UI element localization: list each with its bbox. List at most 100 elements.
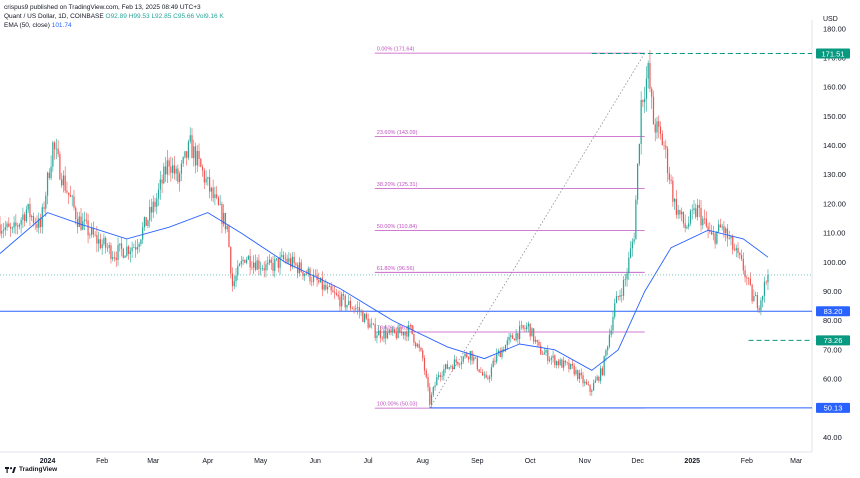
- candle-body: [637, 163, 639, 200]
- candle-body: [497, 350, 500, 354]
- candle-body: [208, 177, 211, 192]
- candle-body: [119, 243, 121, 246]
- candle-body: [534, 339, 537, 342]
- candle-body: [663, 145, 665, 146]
- candle-body: [619, 295, 621, 297]
- candle-body: [740, 255, 743, 259]
- candle-body: [196, 151, 198, 166]
- candle-body: [145, 217, 147, 226]
- candle-body: [399, 327, 401, 334]
- candle-body: [422, 350, 424, 359]
- candle-body: [99, 239, 102, 249]
- ema-legend: EMA (50, close) 101.74: [4, 21, 224, 30]
- candle-body: [290, 258, 292, 267]
- candle-body: [693, 208, 695, 211]
- candle-body: [448, 367, 450, 369]
- candle-body: [510, 335, 512, 338]
- candle-body: [652, 96, 655, 125]
- candle-body: [127, 246, 130, 254]
- candle-body: [62, 175, 65, 186]
- candle-body: [298, 262, 301, 274]
- candle-body: [228, 226, 230, 248]
- candle-body: [367, 318, 369, 328]
- candle-body: [156, 198, 158, 207]
- candle-body: [453, 359, 456, 370]
- candle-body: [747, 278, 750, 279]
- candle-body: [742, 258, 744, 271]
- candle-body: [386, 332, 389, 339]
- candle-body: [578, 372, 581, 379]
- candle-body: [524, 328, 526, 330]
- candle-body: [670, 179, 672, 181]
- candle-body: [494, 360, 496, 362]
- candle-body: [598, 376, 600, 381]
- candle-body: [85, 219, 87, 221]
- candle-body: [661, 133, 663, 146]
- candle-body: [513, 338, 515, 341]
- symbol-pair[interactable]: Quant / US Dollar, 1D, COINBASE: [4, 13, 104, 20]
- price-level-badge: [816, 48, 850, 59]
- candle-body: [695, 208, 697, 217]
- candle-body: [300, 262, 302, 272]
- candle-body: [90, 227, 93, 235]
- ema-label[interactable]: EMA (50, close): [4, 22, 50, 29]
- ohlc-low: L92.85: [151, 13, 172, 20]
- candle-body: [22, 214, 24, 220]
- candle-body: [161, 179, 163, 184]
- candle-body: [631, 241, 633, 249]
- candle-body: [404, 331, 406, 336]
- candle-body: [605, 350, 607, 357]
- candle-body: [1, 230, 3, 234]
- candle-body: [423, 358, 426, 371]
- candle-body: [180, 163, 183, 174]
- footer-brand-label[interactable]: TradingView: [19, 466, 58, 473]
- candle-body: [541, 354, 544, 355]
- candle-body: [739, 253, 741, 256]
- candle-body: [584, 381, 586, 384]
- candle-body: [332, 290, 334, 293]
- candle-body: [548, 359, 551, 361]
- candle-body: [459, 364, 461, 365]
- candle-body: [698, 205, 700, 208]
- y-tick-label: 160.00: [823, 83, 846, 92]
- candle-body: [348, 300, 350, 305]
- axis-currency-label: USD: [823, 16, 838, 23]
- candle-body: [339, 296, 341, 307]
- fib-level-label: 100.00% (50.03): [377, 402, 418, 408]
- candle-body: [452, 366, 454, 370]
- y-tick-label: 70.00: [823, 345, 842, 354]
- candle-body: [429, 387, 431, 405]
- ohlc-open: O92.89: [105, 13, 127, 20]
- candle-body: [626, 273, 628, 280]
- ohlc-close: C95.66: [173, 13, 195, 20]
- candle-body: [297, 264, 299, 274]
- candle-body: [55, 148, 57, 150]
- candle-body: [702, 218, 704, 226]
- candle-body: [526, 326, 528, 330]
- candle-body: [476, 357, 478, 370]
- candle-body: [253, 262, 255, 268]
- candle-body: [450, 366, 452, 368]
- candle-body: [173, 165, 175, 174]
- candle-body: [210, 187, 212, 192]
- price-level-badge-label: 73.26: [824, 336, 843, 345]
- candle-body: [712, 233, 714, 235]
- candle-body: [29, 204, 31, 218]
- candle-body: [270, 259, 272, 263]
- fib-level-label: 78.60% (76.10): [377, 326, 415, 332]
- candle-body: [621, 295, 623, 296]
- candle-body: [105, 237, 107, 248]
- candle-body: [52, 142, 54, 167]
- y-tick-label: 150.00: [823, 112, 846, 121]
- candle-body: [416, 344, 419, 347]
- tradingview-logo-icon: [5, 466, 16, 473]
- candle-body: [32, 216, 35, 223]
- candle-body: [612, 316, 614, 331]
- candle-body: [460, 361, 463, 365]
- candle-body: [92, 227, 94, 235]
- publisher-line: crispus9 published on TradingView.com, F…: [4, 4, 201, 11]
- candle-body: [723, 226, 725, 234]
- candle-body: [323, 284, 325, 290]
- candle-body: [66, 190, 68, 193]
